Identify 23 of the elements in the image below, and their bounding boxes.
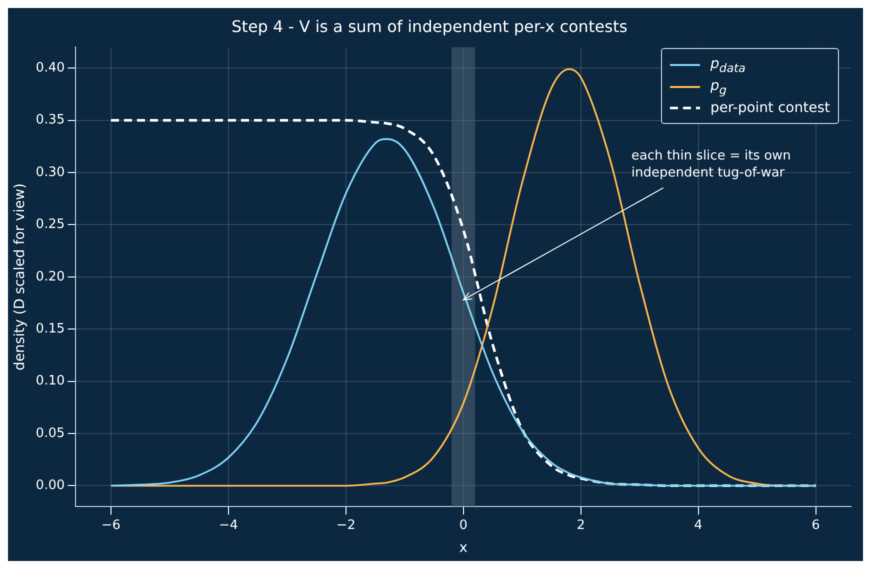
x-tick-label: −4 bbox=[218, 518, 238, 533]
legend-label: per-point contest bbox=[710, 100, 830, 116]
x-tick-label: 4 bbox=[694, 518, 702, 533]
annotation: each thin slice = its own independent tug-of-war bbox=[631, 148, 791, 181]
chart-title: Step 4 - V is a sum of independent per-x contests bbox=[232, 16, 628, 36]
y-axis-title: density (D scaled for view) bbox=[12, 183, 28, 371]
y-tick-label: 0.30 bbox=[36, 164, 65, 180]
y-tick-label: 0.20 bbox=[36, 269, 65, 284]
x-tick-label: −2 bbox=[336, 518, 356, 533]
y-tick-label: 0.10 bbox=[36, 374, 65, 389]
y-tick-label: 0.25 bbox=[36, 217, 65, 232]
legend-label: p$_{g}$ bbox=[710, 78, 727, 97]
x-tick-label: 2 bbox=[576, 518, 585, 533]
y-tick-label: 0.00 bbox=[36, 478, 65, 494]
y-tick-label: 0.05 bbox=[36, 426, 65, 441]
y-tick-label: 0.15 bbox=[36, 321, 65, 336]
legend-label: p$_{data}$ bbox=[710, 56, 746, 75]
x-tick-label: 6 bbox=[812, 518, 820, 533]
x-tick-label: −6 bbox=[101, 518, 121, 533]
x-axis-title: x bbox=[459, 540, 468, 556]
y-tick-label: 0.35 bbox=[36, 112, 65, 128]
y-tick-label: 0.40 bbox=[36, 60, 65, 76]
x-tick-label: 0 bbox=[459, 518, 468, 533]
